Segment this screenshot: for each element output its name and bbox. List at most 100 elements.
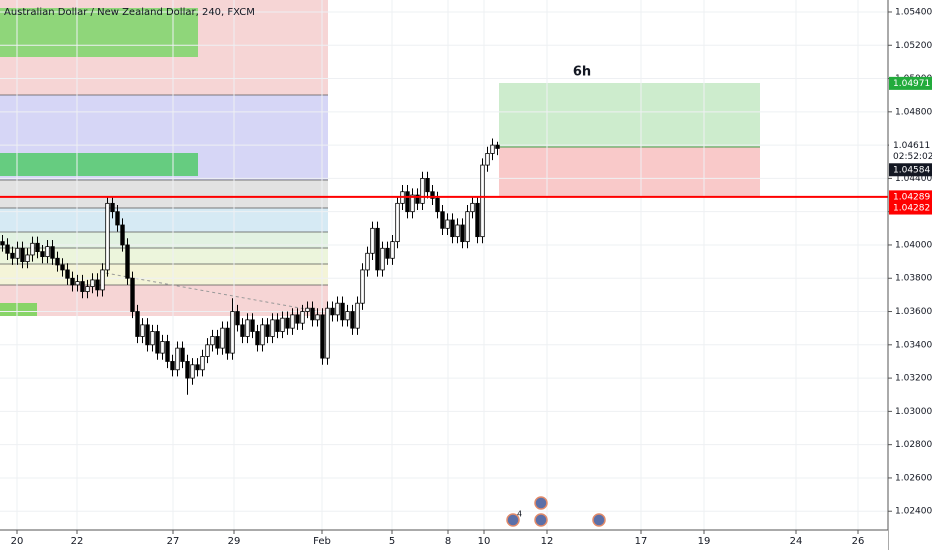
candle-body [130,277,135,312]
x-tick-label: 29 [228,536,241,547]
candle-body [245,319,250,337]
price-label-box [889,163,932,177]
candle-body [355,302,360,329]
candle-body [210,336,215,346]
candle-body [420,177,425,204]
y-tick-label: 1.04000 [895,240,932,250]
candle-body [240,324,245,337]
candle-body [305,307,310,312]
candle-body [35,242,40,253]
candle-body [470,202,475,213]
price-label-box [889,201,932,215]
candle-body [340,302,345,321]
candle-body [160,341,165,354]
candle-body [440,211,445,229]
position-label: 6h [573,65,591,80]
y-tick-label: 1.03800 [895,274,932,284]
candle-body [75,281,80,286]
candle-body [465,211,470,243]
candle-body [450,219,455,238]
candle-body [455,224,460,238]
candle-body [475,202,480,238]
x-tick-label: 24 [790,536,803,547]
candle-body [200,356,205,371]
candle-body [325,307,330,359]
candle-body [235,311,240,326]
y-tick-label: 1.02600 [895,473,932,483]
candle-body [125,244,130,279]
candle-body [415,194,420,204]
price-label-box [889,138,932,152]
candle-body [460,224,465,243]
y-tick-label: 1.02800 [895,440,932,450]
candle-body [45,246,50,258]
candle-body [15,247,20,259]
candle-body [275,319,280,332]
candle-body [390,241,395,259]
candle-body [375,227,380,271]
candle-body [380,247,385,271]
candle-body [90,279,95,287]
event-icons [506,496,606,527]
candle-body [485,153,490,166]
candle-body [30,242,35,256]
candle-body [395,202,400,243]
x-tick-label: 20 [11,536,24,547]
candle-body [365,252,370,271]
candle-body [220,327,225,349]
candle-body [405,191,410,213]
x-tick-label: 10 [478,536,491,547]
candle-body [0,241,5,246]
y-tick-label: 1.04800 [895,107,932,117]
candle-body [480,164,485,238]
x-tick-label: 26 [852,536,865,547]
candle-body [50,246,55,259]
candle-body [255,331,260,346]
candle-body [10,252,15,259]
candle-body [165,341,170,362]
x-tick-label: 17 [635,536,648,547]
candle-body [170,361,175,371]
price-label: 1.04282 [893,204,930,214]
zones [0,0,760,316]
candle-body [430,191,435,199]
y-tick-label: 1.05200 [895,41,932,51]
candle-body [330,307,335,316]
y-tick-label: 1.03600 [895,307,932,317]
price-axis [888,0,932,550]
candle-body [335,302,340,316]
candle-body [285,317,290,329]
x-tick-label: 5 [389,536,395,547]
candle-body [300,311,305,324]
countdown: 02:52:02 [893,152,932,162]
plot [0,138,888,395]
candle-body [105,202,110,271]
candle-body [435,197,440,213]
candle-body [230,311,235,354]
candle-body [20,247,25,263]
candle-body [85,286,90,292]
candle-body [65,269,70,279]
y-tick-label: 1.02400 [895,507,932,517]
candle-body [120,224,125,246]
candle-body [350,311,355,329]
candle-body [70,277,75,286]
candle-body [270,319,275,337]
price-label: 1.04971 [893,79,930,89]
price-label: 1.04611 [893,141,930,151]
x-tick-label: 12 [541,536,554,547]
x-tick-label: 27 [167,536,180,547]
event-count: 4 [517,510,522,519]
candle-body [265,324,270,337]
candle-body [310,307,315,321]
candle-body [345,311,350,321]
candle-body [445,219,450,229]
price-label-box [889,76,932,90]
candle-body [100,269,105,291]
candle-body [215,336,220,349]
price-label: 1.04584 [893,165,930,175]
candle-body [40,251,45,258]
x-tick-label: 19 [698,536,711,547]
candle-body [370,227,375,254]
